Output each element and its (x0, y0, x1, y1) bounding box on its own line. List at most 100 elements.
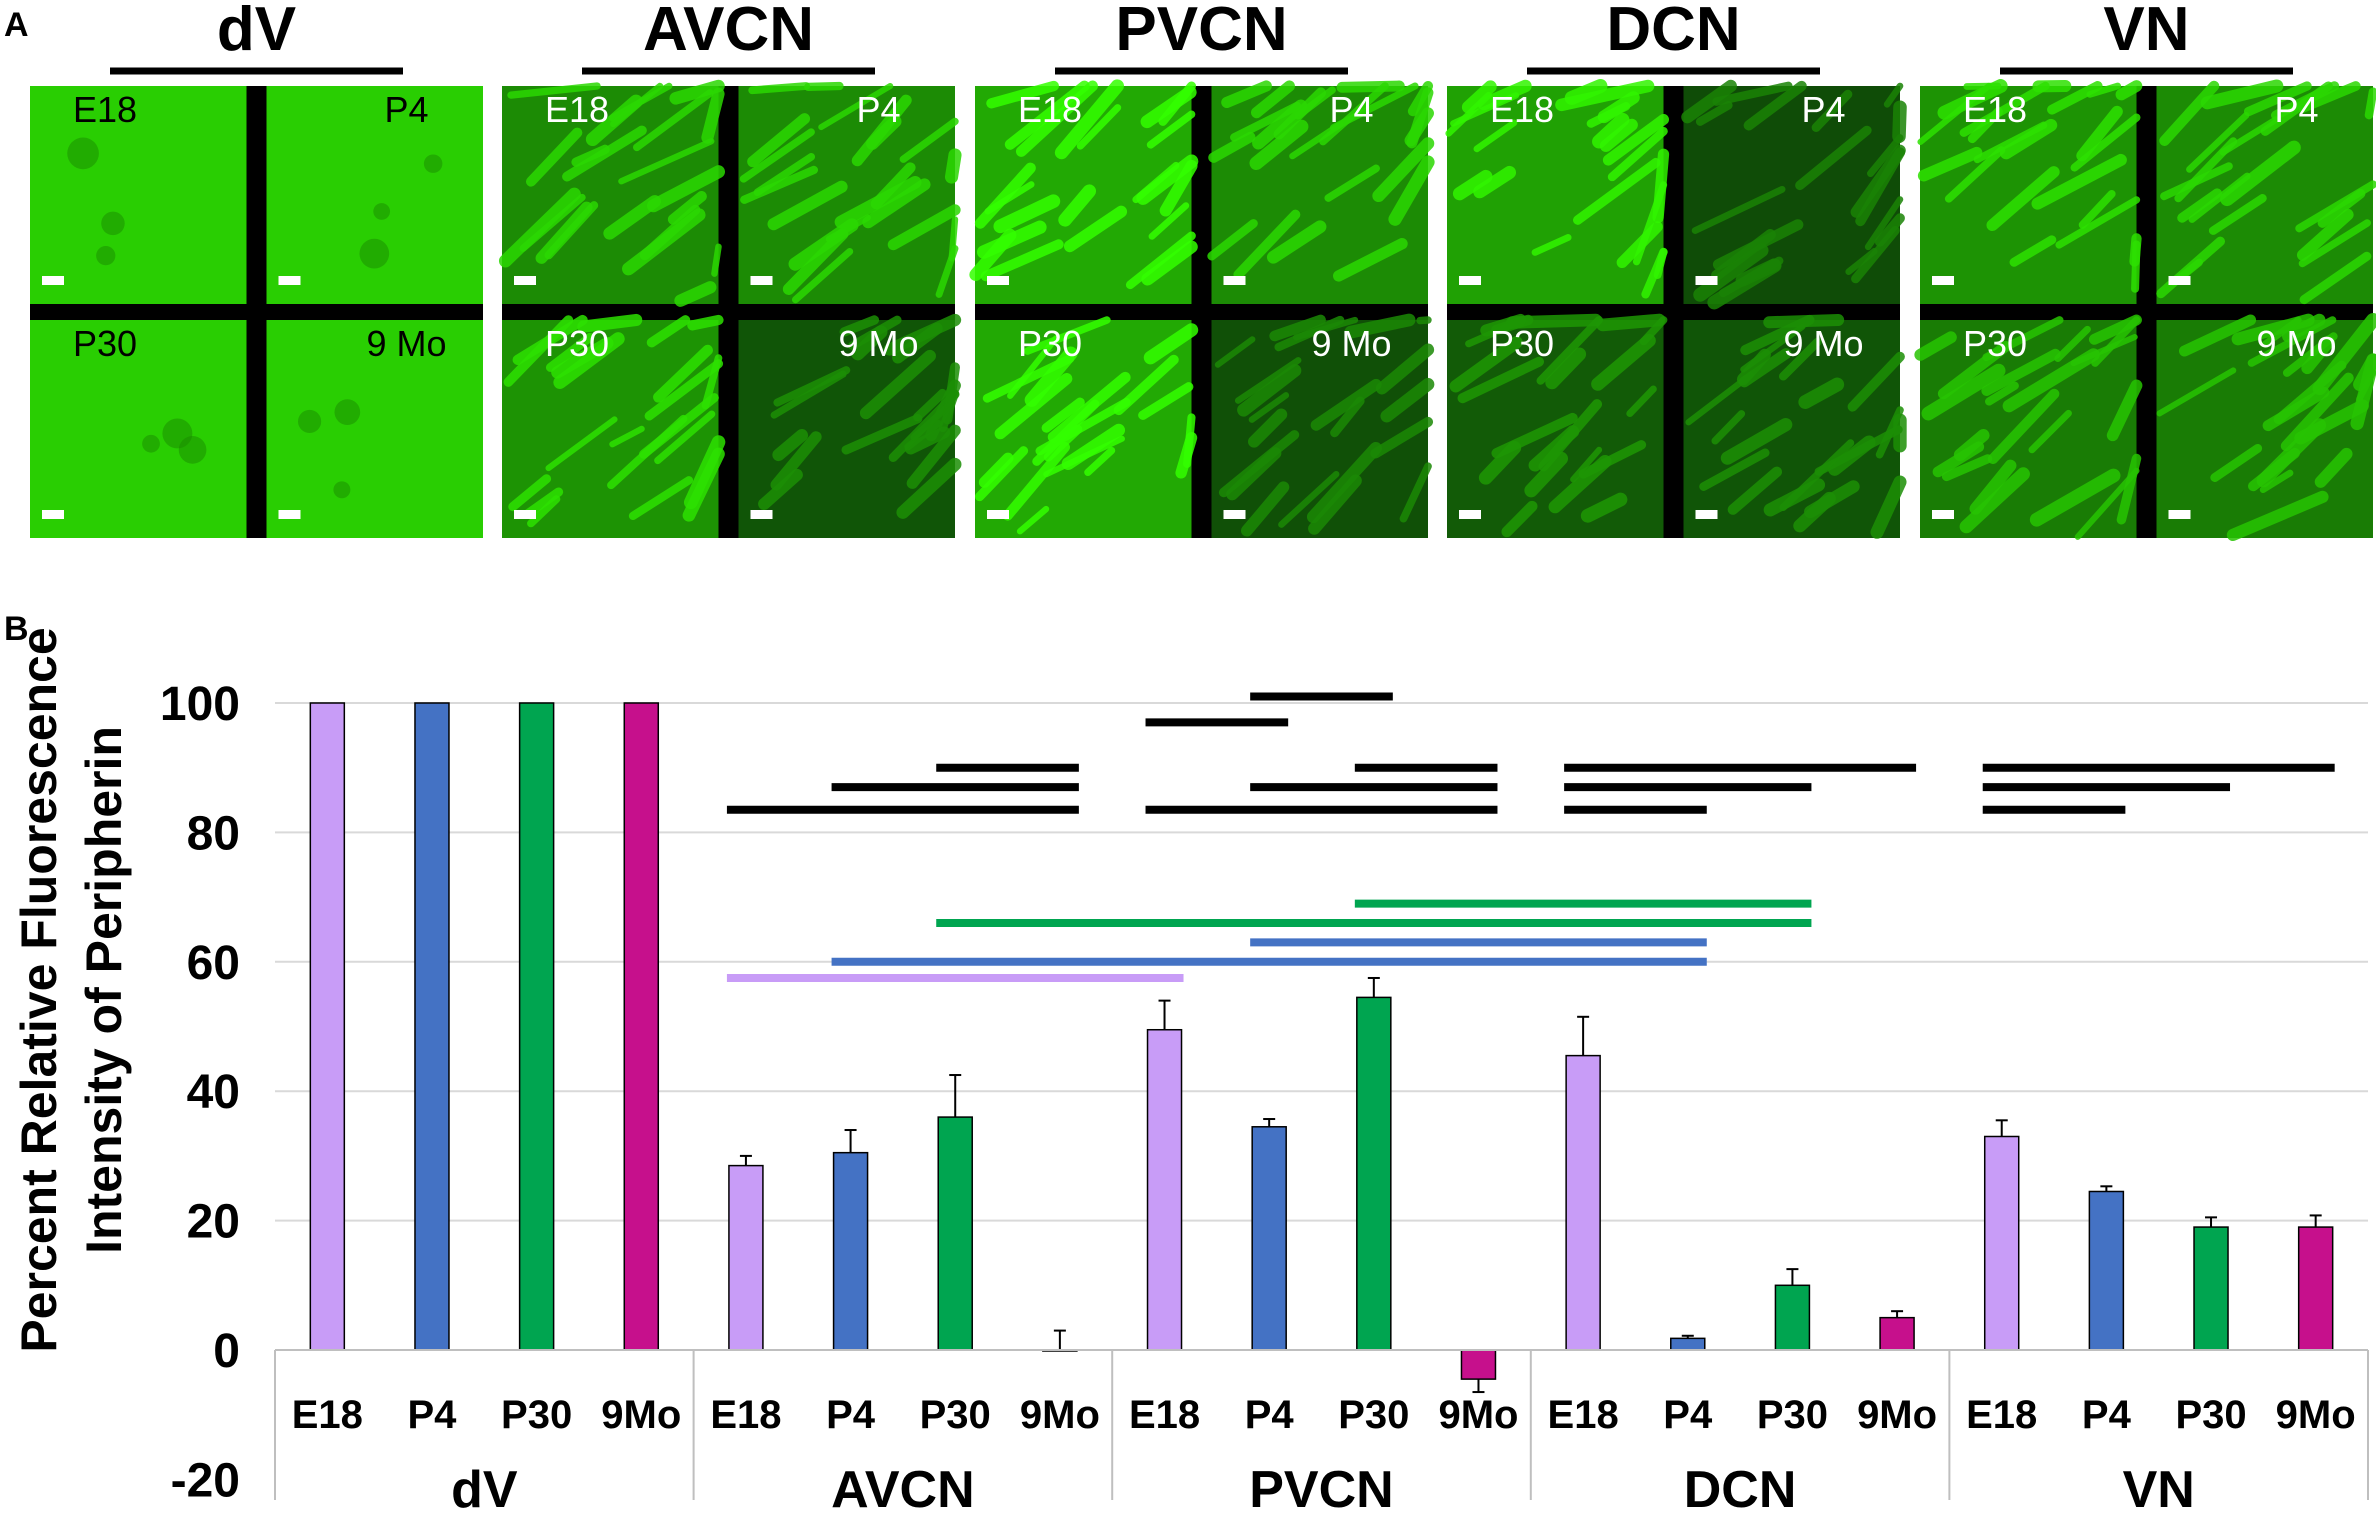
fibre-streak (1778, 337, 1822, 381)
fibre-streak (942, 362, 960, 425)
fibre-streak (1063, 205, 1128, 253)
fibre-streak (980, 239, 1064, 282)
fibre-streak (1113, 354, 1179, 416)
fibre-streak (1985, 381, 2019, 406)
fibre-streak (545, 416, 618, 472)
fibre-streak (1158, 81, 1197, 126)
scale-bar (1695, 276, 1718, 285)
fibre-streak (647, 165, 726, 213)
fibre-streak (1573, 157, 1661, 225)
fibre-streak (1132, 161, 1180, 204)
tile-label: 9 Mo (2256, 323, 2336, 364)
x-tick-label: 9Mo (1438, 1393, 1518, 1437)
fibre-streak (545, 332, 595, 372)
fibre-streak (2159, 80, 2220, 146)
fibre-streak (986, 80, 1059, 109)
fibre-streak (1981, 348, 2061, 396)
fibre-streak (1461, 80, 1497, 114)
fibre-streak (1793, 491, 1836, 533)
fibre-streak (1452, 169, 1493, 201)
fibre-streak (1138, 382, 1194, 420)
group-label: DCN (1684, 1461, 1797, 1519)
fibre-streak (1921, 363, 2006, 421)
fibre-streak (2220, 140, 2301, 207)
fibre-streak (1973, 121, 2048, 164)
fibre-streak (1266, 220, 1327, 264)
fibre-streak (1023, 316, 1111, 355)
x-tick-label: 9Mo (1020, 1393, 1100, 1437)
fibre-streak (1233, 209, 1301, 280)
region-title: dV (217, 0, 296, 64)
fibre-streak (1693, 243, 1769, 302)
fibre-streak (994, 372, 1073, 440)
bar (1983, 1135, 2020, 1351)
fibre-streak (1986, 166, 2060, 232)
bar (2088, 1190, 2125, 1351)
texture-spot (423, 154, 443, 173)
fibre-streak (1578, 440, 1647, 479)
fibre-streak (1953, 429, 1990, 462)
scale-bar (1459, 510, 1481, 519)
fibre-streak (2226, 490, 2329, 542)
bar (1251, 1126, 1287, 1351)
fibre-streak (525, 127, 583, 187)
tile-label: P30 (73, 323, 137, 364)
y-tick-label: 80 (187, 807, 240, 860)
texture-spot (178, 436, 207, 464)
fibre-streak (1892, 100, 1907, 144)
fibre-streak (2298, 219, 2372, 268)
fibre-streak (2088, 314, 2142, 345)
x-tick-label: P30 (2175, 1393, 2246, 1437)
fibre-streak (1250, 80, 1296, 119)
tile-label: 9 Mo (838, 323, 918, 364)
bar (728, 1164, 764, 1351)
fibre-streak (2115, 80, 2143, 101)
fibre-streak (2231, 313, 2315, 346)
fibre-streak (2174, 137, 2238, 203)
fibre-streak (1735, 258, 1782, 287)
tile-label: P4 (1801, 89, 1845, 130)
tile-label: 9 Mo (1783, 323, 1863, 364)
fibre-streak (1388, 155, 1435, 226)
bar (1146, 1028, 1183, 1351)
fibre-streak (1941, 454, 1993, 482)
fibre-streak (1208, 131, 1256, 163)
fibre-streak (1141, 240, 1198, 286)
fibre-streak (1531, 234, 1572, 256)
group-label: VN (2123, 1461, 2195, 1519)
fibre-streak (1054, 79, 1124, 160)
bar (1356, 996, 1392, 1351)
tile-label: 9 Mo (1311, 323, 1391, 364)
fibre-streak (603, 195, 662, 240)
fibre-streak (669, 79, 725, 105)
texture-spot (373, 203, 391, 220)
x-tick-label: P30 (920, 1393, 991, 1437)
fibre-streak (2076, 105, 2123, 162)
fibre-streak (2177, 188, 2222, 223)
fibre-streak (1798, 377, 1845, 409)
fibre-streak (711, 243, 722, 277)
fibre-streak (1234, 357, 1302, 404)
fibre-streak (2243, 81, 2312, 117)
fibre-streak (1248, 392, 1290, 423)
fibre-streak (978, 452, 1014, 488)
fibre-streak (1380, 377, 1435, 423)
fibre-streak (1274, 315, 1345, 352)
fibre-streak (1851, 225, 1900, 284)
x-tick-label: E18 (1129, 1393, 1200, 1437)
scale-bar (2168, 276, 2191, 285)
x-tick-label: P4 (1245, 1393, 1295, 1437)
fibre-streak (2055, 196, 2141, 249)
group-label: PVCN (1249, 1461, 1393, 1519)
scale-bar (1223, 510, 1246, 519)
tile-label: E18 (545, 89, 609, 130)
scale-bar (1223, 276, 1246, 285)
fibre-streak (839, 315, 880, 337)
tile-label: P4 (1329, 89, 1373, 130)
fibre-streak (2054, 325, 2091, 362)
fibre-streak (607, 414, 688, 490)
fibre-streak (2356, 369, 2376, 403)
fibre-streak (2282, 313, 2326, 343)
fibre-streak (577, 313, 643, 333)
